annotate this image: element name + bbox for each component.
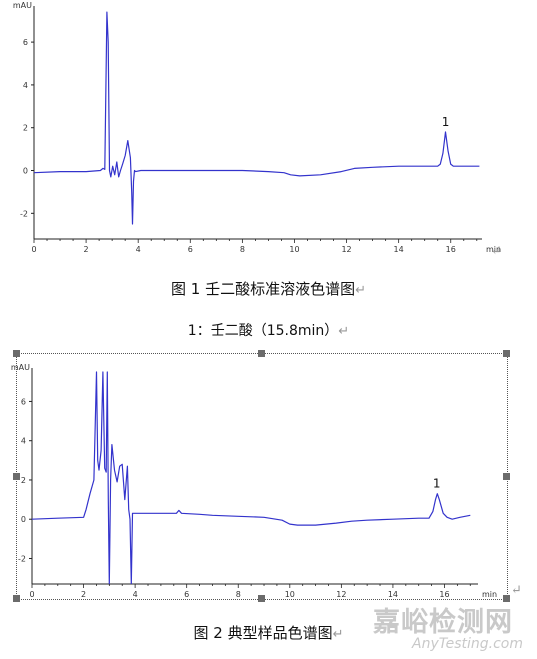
- peak-label: 1: [442, 115, 450, 129]
- resize-handle-bottom-right[interactable]: [503, 595, 510, 602]
- x-tick-label: 12: [336, 590, 346, 599]
- x-axis-label: min: [482, 590, 497, 599]
- x-tick-label: 4: [133, 590, 138, 599]
- y-tick-label: 0: [21, 515, 26, 524]
- peak-note-text: 1：壬二酸（15.8min）: [187, 323, 339, 339]
- chromatogram-trace: [32, 371, 471, 584]
- figure-1-caption-text: 图 1 壬二酸标准溶液色谱图: [171, 280, 356, 298]
- y-axis-label: mAU: [13, 1, 32, 10]
- resize-handle-middle-left[interactable]: [13, 473, 20, 480]
- watermark-en: AnyTesting.com: [412, 636, 523, 652]
- figure-1-caption: 图 1 壬二酸标准溶液色谱图↵: [0, 278, 537, 299]
- x-tick-label: 0: [29, 590, 34, 599]
- x-tick-label: 10: [289, 245, 299, 254]
- y-tick-label: 2: [23, 124, 28, 133]
- figure-2-caption: 图 2 典型样品色谱图↵: [0, 622, 537, 643]
- x-tick-label: 14: [388, 590, 398, 599]
- chromatogram-2: -2 0 2 4 6 0 2 4 6 8 10 12 14 16 mAU min 1: [11, 363, 497, 599]
- resize-handle-top-center[interactable]: [258, 350, 265, 357]
- y-axis-label: mAU: [11, 363, 30, 372]
- y-tick-label: 4: [21, 437, 26, 446]
- peak-label: 1: [433, 477, 441, 491]
- x-tick-label: 4: [136, 245, 141, 254]
- return-mark: ↵: [355, 283, 366, 298]
- return-mark: ↵: [332, 627, 344, 642]
- peak-note: 1：壬二酸（15.8min）↵: [0, 320, 537, 340]
- resize-handle-middle-right[interactable]: [503, 473, 510, 480]
- x-tick-label: 16: [446, 245, 456, 254]
- watermark-cn: 嘉峪检测网: [373, 607, 513, 638]
- x-axis-label: min: [486, 245, 501, 254]
- y-tick-label: 2: [21, 476, 26, 485]
- y-tick-label: 0: [23, 167, 28, 176]
- x-tick-label: 2: [84, 245, 89, 254]
- figure-2-caption-text: 图 2 典型样品色谱图: [193, 624, 333, 642]
- x-tick-label: 2: [81, 590, 86, 599]
- x-tick-label: 6: [188, 245, 193, 254]
- x-tick-label: 14: [394, 245, 404, 254]
- chromatogram-1: -2 0 2 4 6 0 2 4 6 8 10 12 14 16 mAU min 1: [13, 1, 501, 254]
- resize-handle-bottom-left[interactable]: [13, 595, 20, 602]
- x-tick-label: 8: [236, 590, 241, 599]
- x-tick-label: 0: [31, 245, 36, 254]
- x-tick-label: 10: [285, 590, 295, 599]
- chromatogram-trace: [34, 11, 480, 225]
- y-tick-label: 4: [23, 81, 28, 90]
- y-tick-label: -2: [18, 554, 26, 563]
- y-tick-label: 6: [23, 38, 28, 47]
- return-mark: ↵: [511, 583, 522, 598]
- resize-handle-top-left[interactable]: [13, 350, 20, 357]
- x-tick-label: 8: [240, 245, 245, 254]
- y-tick-label: 6: [21, 397, 26, 406]
- return-mark: ↵: [491, 244, 502, 259]
- resize-handle-bottom-center[interactable]: [258, 595, 265, 602]
- x-tick-label: 16: [439, 590, 449, 599]
- x-tick-label: 6: [184, 590, 189, 599]
- watermark-logo: 嘉峪检测网 AnyTesting.com: [373, 600, 523, 658]
- x-tick-label: 12: [341, 245, 351, 254]
- y-tick-label: -2: [20, 209, 28, 218]
- return-mark: ↵: [338, 324, 350, 339]
- resize-handle-top-right[interactable]: [503, 350, 510, 357]
